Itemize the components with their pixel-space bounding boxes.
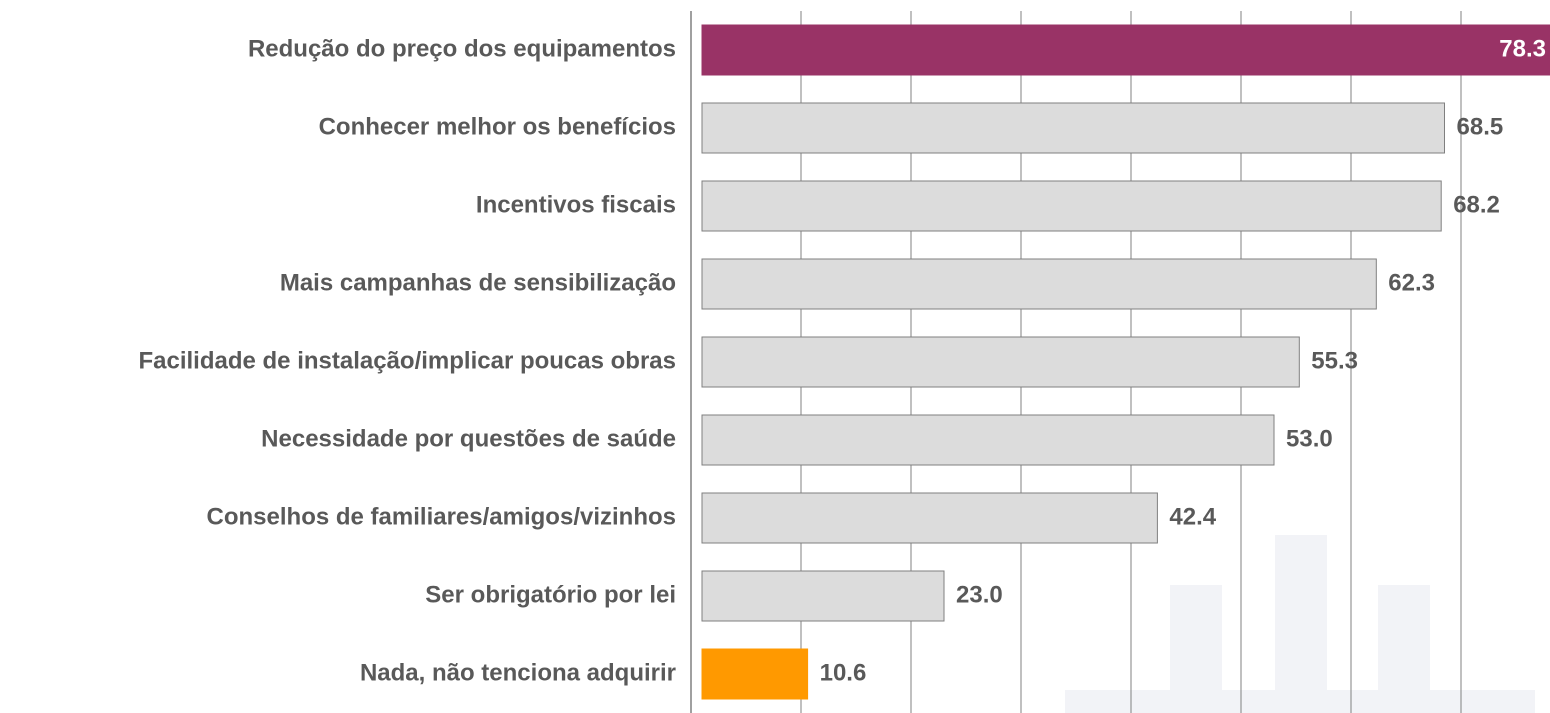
bar — [701, 102, 1445, 154]
y-tick-label: Incentivos fiscais — [476, 191, 676, 218]
value-label: 68.5 — [1457, 113, 1504, 140]
y-tick-label: Redução do preço dos equipamentos — [248, 35, 676, 62]
value-label: 78.3 — [1499, 35, 1546, 62]
value-label: 53.0 — [1286, 425, 1333, 452]
bar — [701, 492, 1158, 544]
value-label: 23.0 — [956, 581, 1003, 608]
y-tick-label: Ser obrigatório por lei — [425, 581, 676, 608]
watermark — [1065, 535, 1535, 713]
bar — [701, 258, 1377, 310]
y-tick-label: Necessidade por questões de saúde — [261, 425, 676, 452]
y-tick-label: Mais campanhas de sensibilização — [280, 269, 676, 296]
bar — [701, 414, 1275, 466]
value-label: 55.3 — [1311, 347, 1358, 374]
y-tick-label: Conselhos de familiares/amigos/vizinhos — [207, 503, 676, 530]
value-label: 68.2 — [1453, 191, 1500, 218]
bar — [701, 24, 1550, 76]
y-tick-label: Facilidade de instalação/implicar poucas… — [138, 347, 676, 374]
y-tick-label: Conhecer melhor os benefícios — [319, 113, 676, 140]
value-label: 62.3 — [1388, 269, 1435, 296]
bar — [701, 180, 1442, 232]
bar — [701, 570, 945, 622]
value-label: 10.6 — [820, 659, 867, 686]
value-label: 42.4 — [1169, 503, 1216, 530]
bar — [701, 648, 809, 700]
y-tick-label: Nada, não tenciona adquirir — [360, 659, 676, 686]
bar — [701, 336, 1300, 388]
